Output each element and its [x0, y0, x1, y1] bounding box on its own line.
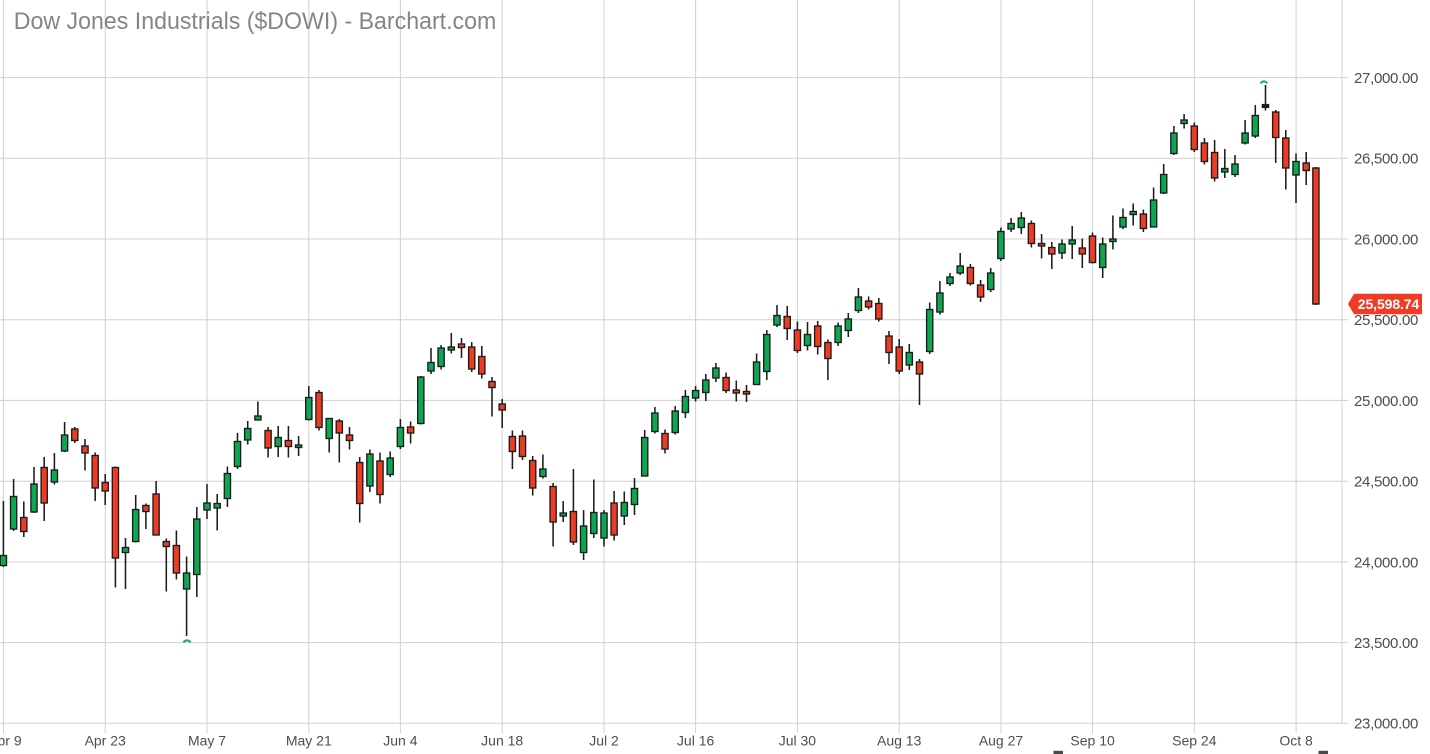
svg-text:Aug 13: Aug 13 — [877, 733, 922, 749]
svg-text:25,598.74: 25,598.74 — [1358, 296, 1420, 312]
svg-text:23,500.00: 23,500.00 — [1354, 635, 1418, 652]
svg-text:Jul 16: Jul 16 — [677, 733, 715, 749]
svg-text:27,000.00: 27,000.00 — [1354, 70, 1418, 87]
svg-text:Apr 23: Apr 23 — [85, 733, 126, 749]
svg-text:Oct 8: Oct 8 — [1279, 733, 1313, 749]
svg-text:Dow Jones Industrials ($DOWI): Dow Jones Industrials ($DOWI) - Barchart… — [14, 8, 497, 35]
svg-text:Sep 24: Sep 24 — [1172, 733, 1217, 749]
svg-text:25,000.00: 25,000.00 — [1354, 393, 1418, 410]
svg-text:May 21: May 21 — [286, 733, 332, 749]
svg-text:Sep 10: Sep 10 — [1070, 733, 1115, 749]
svg-text:26,000.00: 26,000.00 — [1354, 231, 1418, 248]
svg-text:26,500.00: 26,500.00 — [1354, 151, 1418, 168]
svg-text:Jul 2: Jul 2 — [589, 733, 619, 749]
svg-text:24,500.00: 24,500.00 — [1354, 474, 1418, 491]
svg-text:24,000.00: 24,000.00 — [1354, 554, 1418, 571]
svg-text:Jun 4: Jun 4 — [383, 733, 417, 749]
svg-text:Apr 9: Apr 9 — [0, 733, 22, 749]
svg-text:23,000.00: 23,000.00 — [1354, 716, 1418, 733]
svg-text:Aug 27: Aug 27 — [979, 733, 1024, 749]
svg-text:25,500.00: 25,500.00 — [1354, 312, 1418, 329]
svg-text:Jun 18: Jun 18 — [481, 733, 523, 749]
svg-text:May 7: May 7 — [188, 733, 226, 749]
svg-text:Jul 30: Jul 30 — [779, 733, 817, 749]
